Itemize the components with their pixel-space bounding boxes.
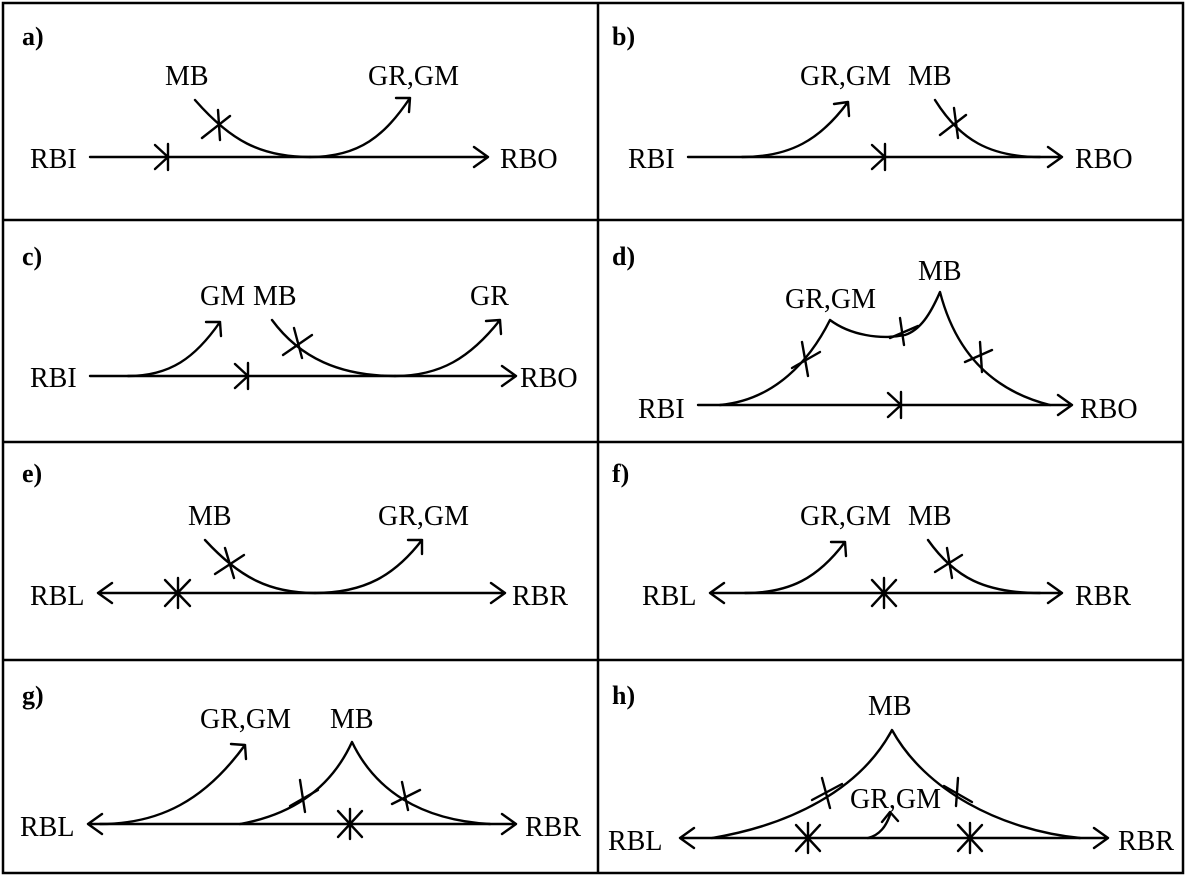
mb-label: MB [253, 281, 297, 312]
mb-label: MB [188, 501, 232, 532]
right-end-label: RBO [1075, 144, 1133, 175]
main-axis-line [88, 364, 518, 388]
mb-label: MB [908, 501, 952, 532]
right-end-label: RBR [512, 581, 568, 612]
curve-cross-mark [288, 778, 320, 814]
main-axis-line [708, 581, 1064, 605]
right-end-label: RBO [520, 363, 578, 394]
panel-e: e) MB GR,GM RBL RBR [22, 459, 568, 612]
gm-label: GM [200, 281, 245, 312]
curve-cross-mark [281, 326, 314, 360]
axis-cross-mark [153, 142, 170, 172]
left-end-label: RBI [638, 394, 685, 425]
left-end-label: RBI [628, 144, 675, 175]
panel-b: b) GR,GM MB RBI RBO [612, 22, 1133, 175]
gr-label: GR [470, 281, 509, 312]
right-end-label: RBO [1080, 394, 1138, 425]
mb-label: MB [908, 61, 952, 92]
right-end-label: RBO [500, 144, 558, 175]
mb-label: MB [330, 704, 374, 735]
axis-cross-mark [163, 576, 192, 610]
gr-gm-curve [313, 538, 424, 595]
mb-curve [926, 538, 1042, 595]
gr-curve [393, 318, 503, 378]
main-axis-line [86, 812, 518, 836]
right-end-label: RBR [1075, 581, 1131, 612]
gr-gm-label: GR,GM [850, 784, 941, 815]
curve-cross-mark [790, 340, 822, 378]
panel-label: d) [612, 242, 635, 271]
gr-gm-label: GR,GM [368, 61, 459, 92]
main-axis-line [678, 826, 1110, 850]
left-end-label: RBL [30, 581, 84, 612]
curve-cross-mark [390, 780, 422, 812]
gr-gm-label: GR,GM [785, 284, 876, 315]
mb-label: MB [868, 691, 912, 722]
curve-cross-mark [963, 340, 994, 374]
axis-cross-mark [956, 821, 984, 855]
mb-curve [193, 98, 312, 159]
axis-cross-mark [794, 821, 822, 855]
left-end-label: RBL [642, 581, 696, 612]
mb-label: MB [918, 256, 962, 287]
axis-cross-mark [233, 361, 250, 391]
curve-cross-mark [200, 108, 232, 142]
panel-a: a) MB GR,GM RBI RBO [22, 22, 558, 175]
left-end-label: RBL [20, 812, 74, 843]
panel-label: f) [612, 459, 629, 488]
panel-label: h) [612, 681, 635, 710]
mb-label: MB [165, 61, 209, 92]
panel-g: g) GR,GM MB RBL RBR [20, 681, 581, 843]
panel-label: c) [22, 242, 42, 271]
panel-c: c) GM MB GR RBI RBO [22, 242, 578, 394]
axis-cross-mark [336, 807, 364, 841]
left-end-label: RBL [608, 826, 662, 857]
mb-curve [933, 98, 1042, 159]
axis-cross-mark [870, 576, 898, 610]
panel-label: e) [22, 459, 42, 488]
curve-cross-mark [810, 776, 844, 810]
curve-cross-mark [888, 316, 920, 347]
axis-cross-mark [870, 142, 887, 172]
left-end-label: RBI [30, 363, 77, 394]
gr-gm-curve [743, 540, 848, 595]
main-axis-line [696, 393, 1074, 417]
gr-gm-label: GR,GM [200, 704, 291, 735]
right-end-label: RBR [525, 812, 581, 843]
mb-curve [710, 728, 1082, 840]
panel-label: b) [612, 22, 635, 51]
left-end-label: RBI [30, 144, 77, 175]
mb-curve [203, 538, 317, 595]
panel-label: a) [22, 22, 44, 51]
curve-cross-mark [213, 546, 246, 580]
curve-cross-mark [933, 546, 964, 580]
gr-gm-label: GR,GM [378, 501, 469, 532]
panel-d: d) GR,GM MB RBI RBO [612, 242, 1138, 425]
gm-curve [126, 320, 223, 378]
mb-curve [238, 740, 492, 826]
gr-gm-curve [98, 742, 248, 826]
curve-cross-mark [938, 106, 968, 140]
envelope-curve [718, 290, 1052, 407]
panel-f: f) GR,GM MB RBL RBR [612, 459, 1131, 612]
panel-h: h) MB GR,GM RBL RBR [608, 681, 1174, 857]
gr-gm-curve [308, 96, 412, 159]
right-end-label: RBR [1118, 826, 1174, 857]
axis-cross-mark [886, 390, 903, 420]
panel-label: g) [22, 681, 44, 710]
gr-gm-curve [740, 100, 851, 159]
gr-gm-curve [866, 810, 900, 840]
curve-cross-mark [942, 776, 974, 808]
gr-gm-label: GR,GM [800, 501, 891, 532]
mb-curve [270, 318, 397, 378]
gr-gm-label: GR,GM [800, 61, 891, 92]
